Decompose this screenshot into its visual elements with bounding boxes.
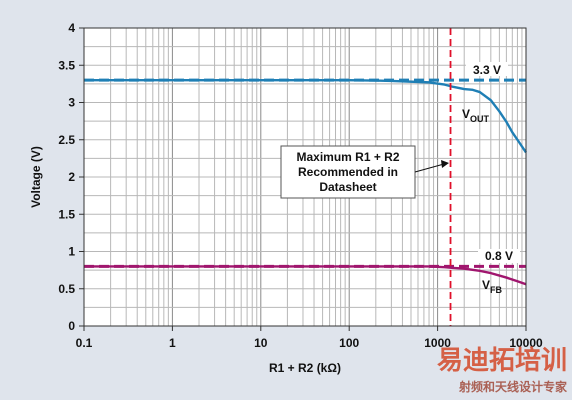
grid-lines: [83, 27, 526, 327]
y-tick-label: 0: [68, 319, 75, 333]
series-layer: [84, 28, 527, 326]
y-tick-label: 2: [68, 170, 75, 184]
y-tick-label: 2.5: [58, 133, 75, 147]
y-axis-label: Voltage (V): [29, 146, 43, 208]
y-tick-label: 4: [68, 21, 75, 35]
callout-arrow-line: [414, 163, 445, 173]
x-tick-label: 1000: [424, 336, 451, 350]
ref-label-3v3: 3.3 V: [473, 63, 501, 77]
series-label-vout: VOUT: [462, 107, 490, 124]
axis-ticks: 0.1 1 10 100 1000 10000 0 0.5 1 1.5 2 2.5 3 3.5 4: [58, 21, 543, 350]
ref-label-bg-0v8: [478, 249, 520, 263]
watermark-logo: 易迪拓培训: [437, 346, 567, 376]
x-tick-label: 0.1: [76, 336, 93, 350]
y-tick-label: 1: [68, 245, 75, 259]
watermark-tagline: 射频和天线设计专家: [458, 379, 568, 394]
ref-label-bg-3v3: [466, 62, 508, 76]
y-tick-label: 1.5: [58, 207, 75, 221]
x-tick-label: 10: [254, 336, 268, 350]
y-tick-label: 3: [68, 96, 75, 110]
callout-line-2: Recommended in: [298, 165, 398, 179]
ref-label-0v8: 0.8 V: [485, 249, 513, 263]
series-label-vfb: VFB: [482, 278, 503, 295]
y-tick-label: 3.5: [58, 58, 75, 72]
x-tick-label: 10000: [509, 336, 543, 350]
callout-box: [280, 145, 416, 199]
x-tick-label: 1: [169, 336, 176, 350]
x-axis-label: R1 + R2 (kΩ): [269, 361, 341, 375]
series-line-vout: [84, 78, 527, 154]
callout-line-3: Datasheet: [319, 180, 376, 194]
callout-arrow-head: [441, 160, 449, 168]
y-tick-label: 0.5: [58, 282, 75, 296]
callout-line-1: Maximum R1 + R2: [296, 150, 399, 164]
x-tick-label: 100: [339, 336, 359, 350]
